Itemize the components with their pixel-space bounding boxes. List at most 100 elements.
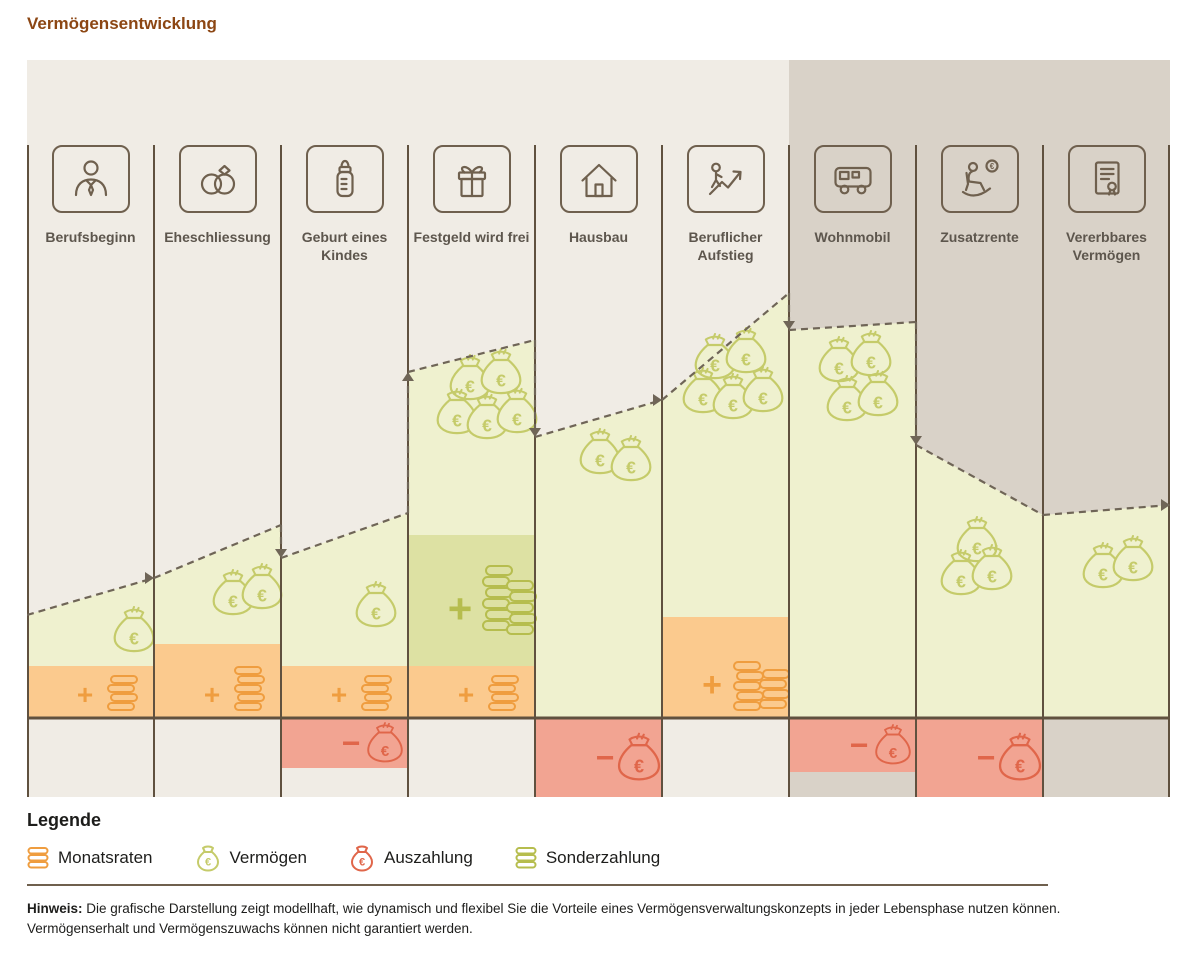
svg-text:€: € — [989, 162, 994, 171]
euro-sign: € — [728, 396, 738, 416]
trend-segment — [280, 511, 409, 560]
money-bag-green-icon: € — [196, 845, 219, 872]
coin-stack-icon — [733, 661, 764, 711]
camper-van-icon — [813, 145, 892, 213]
retirement-chair-icon: € — [940, 145, 1019, 213]
legend: Legende Monatsraten € Vermögen — [27, 810, 660, 872]
euro-sign: € — [842, 398, 852, 418]
phase-label: Hausbau — [568, 229, 629, 245]
disclaimer-note: Hinweis: Die grafische Darstellung zeigt… — [27, 899, 1157, 940]
euro-sign: € — [634, 757, 644, 777]
money-bag-icon: € — [850, 329, 892, 377]
phase-label: Zusatzrente — [940, 229, 1019, 245]
trend-arrow — [145, 572, 154, 584]
euro-sign: € — [972, 539, 982, 559]
money-bag-icon: € — [610, 434, 652, 482]
wealth-area — [789, 322, 916, 718]
trend-arrow — [402, 372, 414, 381]
phase-geburt: Geburt eines Kindes — [281, 145, 408, 264]
money-bag-icon: € — [725, 326, 767, 374]
euro-sign: € — [381, 743, 390, 760]
money-bag-icon: € — [998, 732, 1042, 781]
plus-sign: + — [458, 679, 474, 710]
phase-zusatzrente: € Zusatzrente — [916, 145, 1043, 246]
phase-wohnmobil: Wohnmobil — [789, 145, 916, 246]
euro-sign: € — [889, 745, 898, 762]
money-bag-icon: € — [1082, 541, 1124, 589]
trend-arrow — [1161, 499, 1170, 511]
camper-van-pictogram — [833, 166, 872, 195]
money-bag-icon: € — [355, 580, 397, 628]
phase-aufstieg: Beruflicher Aufstieg — [662, 145, 789, 264]
trend-segment — [661, 292, 790, 401]
euro-sign: € — [595, 451, 605, 471]
certificate-pictogram — [1094, 161, 1120, 196]
legend-label: Auszahlung — [384, 848, 473, 867]
euro-sign: € — [482, 416, 492, 436]
coin-stack-icon — [482, 565, 513, 631]
money-bag-icon: € — [480, 347, 522, 395]
baby-bottle-pictogram — [335, 159, 354, 198]
legend-item-vermoegen: € Vermögen — [195, 844, 308, 872]
euro-sign: € — [758, 389, 768, 409]
money-bag-icon: € — [496, 386, 538, 434]
plus-sign: + — [448, 585, 473, 632]
euro-sign: € — [741, 350, 751, 370]
euro-sign: € — [257, 586, 267, 606]
trend-segment — [788, 320, 917, 332]
coin-stack-orange-icon — [27, 847, 49, 869]
legend-item-sonderzahlung: Sonderzahlung — [515, 846, 660, 870]
phase-label: Festgeld wird frei — [413, 229, 530, 245]
phase-festgeld: Festgeld wird frei — [408, 145, 535, 246]
trend-arrow — [529, 428, 541, 437]
marriage-rings-pictogram — [200, 164, 235, 195]
phase-berufsbeginn: Berufsbeginn — [27, 145, 154, 246]
gift-pictogram — [457, 165, 486, 198]
svg-text:€: € — [204, 857, 210, 869]
phase-label: Vererbbares Vermögen — [1066, 229, 1147, 264]
svg-text:€: € — [359, 857, 365, 869]
phase-hausbau: Hausbau — [535, 145, 662, 246]
money-bag-icon: € — [579, 427, 621, 475]
money-bag-icon: € — [113, 605, 155, 653]
house-pictogram — [580, 163, 617, 198]
euro-sign: € — [465, 377, 475, 397]
gift-icon — [432, 145, 511, 213]
euro-sign: € — [956, 572, 966, 592]
euro-sign: € — [1098, 565, 1108, 585]
coin-stack-icon — [234, 666, 265, 711]
legend-items: Monatsraten € Vermögen € Auszahlung — [27, 844, 660, 872]
plus-sign: + — [77, 679, 93, 710]
phase-label: Geburt eines Kindes — [301, 229, 388, 264]
wealth-development-chart: + + + + + + − € − € − € − € € € € € € € € € € € € € € € € € € € € € € € € € € … — [27, 60, 1170, 797]
legend-item-auszahlung: € Auszahlung — [349, 844, 473, 872]
money-bag-icon: € — [241, 562, 283, 610]
coin-stack-icon — [361, 675, 392, 711]
euro-sign: € — [452, 411, 462, 431]
money-bag-red-icon: € — [351, 845, 373, 872]
page-title: Vermögensentwicklung — [27, 14, 217, 33]
note-text: Die grafische Darstellung zeigt modellha… — [27, 901, 1061, 937]
coin-stack-icon — [506, 580, 537, 635]
money-bag-icon: € — [367, 722, 403, 763]
phase-eheschliessung: Eheschliessung — [154, 145, 281, 246]
legend-label: Vermögen — [229, 848, 308, 867]
money-bag-icon: € — [1112, 534, 1154, 582]
trend-arrow — [910, 436, 922, 445]
wealth-area — [1043, 505, 1170, 718]
euro-sign: € — [496, 371, 506, 391]
career-rise-icon — [686, 145, 765, 213]
minus-sign: − — [850, 727, 869, 763]
certificate-icon — [1067, 145, 1146, 213]
career-rise-pictogram — [708, 162, 742, 196]
plus-sign: + — [204, 679, 220, 710]
coin-stack-icon — [759, 669, 790, 709]
euro-sign: € — [1015, 757, 1025, 777]
euro-sign: € — [371, 604, 381, 624]
trend-arrow — [783, 321, 795, 330]
coin-stack-icon — [107, 675, 138, 711]
euro-sign: € — [129, 629, 139, 649]
house-icon — [559, 145, 638, 213]
money-bag-icon: € — [956, 515, 998, 563]
marriage-rings-icon — [178, 145, 257, 213]
